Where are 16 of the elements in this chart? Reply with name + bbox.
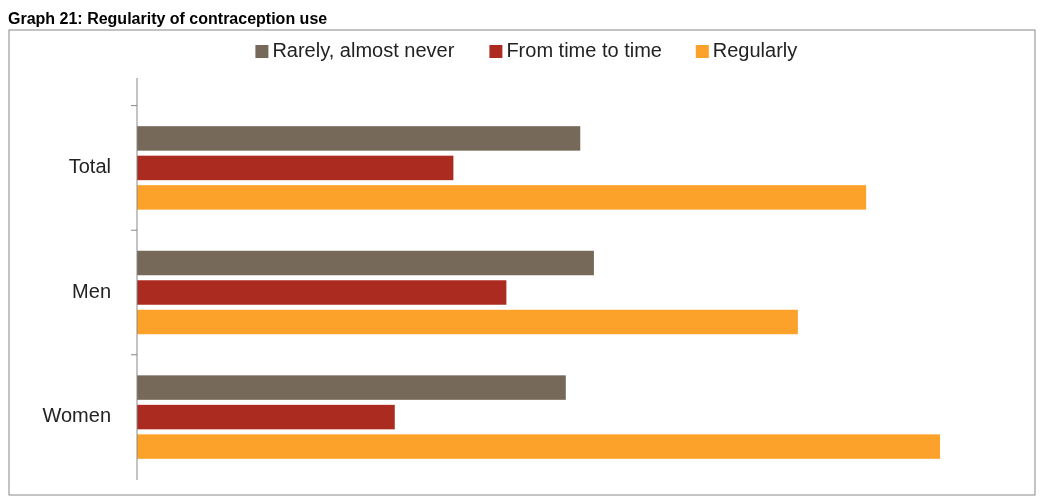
bar [137,309,798,335]
legend-label: From time to time [506,39,662,62]
bar [137,434,940,459]
bar [137,155,454,181]
bar [137,404,395,430]
y-tick-label: Men [72,279,111,302]
bar [137,126,581,151]
bar [137,185,867,210]
bar [137,280,507,305]
y-tick-label: Women [42,404,111,427]
bar [137,375,566,400]
y-tick-label: Total [68,155,111,178]
bar [137,250,594,276]
legend-label: Regularly [712,39,798,62]
legend-label: Rarely, almost never [272,39,455,62]
chart-title: Graph 21: Regularity of contraception use [8,10,328,27]
